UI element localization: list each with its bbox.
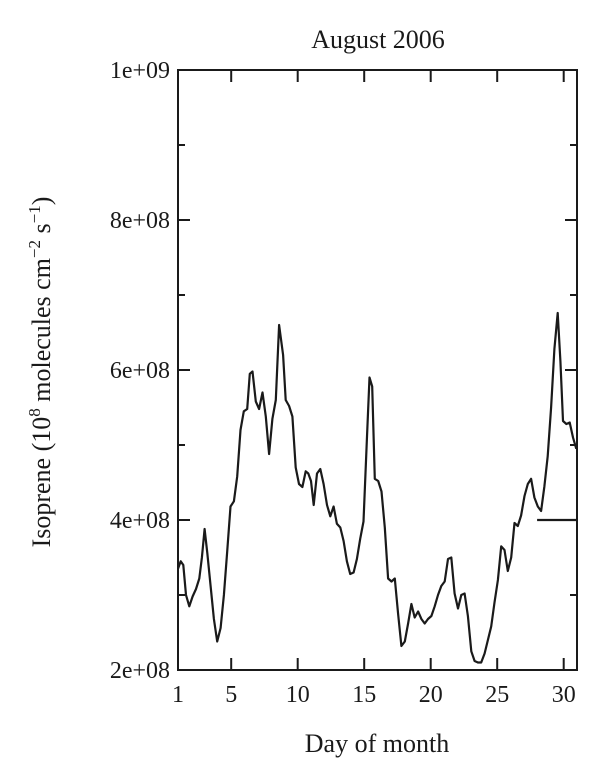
x-tick-label: 15	[352, 682, 376, 708]
svg-text:Isoprene (108 molecules cm−2 s: Isoprene (108 molecules cm−2 s−1)	[25, 197, 56, 548]
x-tick-label: 25	[485, 682, 509, 708]
y-axis-label-suffix: )	[27, 197, 56, 206]
x-axis-label: Day of month	[305, 729, 449, 758]
x-tick-label: 10	[286, 682, 310, 708]
series-line-0	[176, 311, 578, 664]
x-tick-label: 20	[419, 682, 443, 708]
y-tick-label: 8e+08	[110, 208, 170, 234]
y-tick-label: 1e+09	[110, 58, 170, 84]
chart-title: August 2006	[311, 25, 445, 54]
x-tick-label: 30	[552, 682, 576, 708]
y-axis-label-exp-s: −1	[25, 205, 44, 223]
y-tick-label: 6e+08	[110, 358, 170, 384]
plot-frame	[177, 69, 578, 671]
x-tick-label: 1	[172, 682, 184, 708]
y-axis-label-prefix: Isoprene (10	[27, 417, 56, 548]
y-axis-label-exp-8: 8	[25, 408, 44, 417]
y-tick-label: 2e+08	[110, 658, 170, 684]
series-layer	[176, 311, 578, 664]
y-tick-label: 4e+08	[110, 508, 170, 534]
y-axis-label-s: s	[27, 223, 56, 240]
y-axis-label: Isoprene (108 molecules cm−2 s−1)	[25, 197, 56, 548]
axis-ticks	[177, 69, 577, 671]
x-tick-label: 5	[225, 682, 237, 708]
y-axis-label-molecules-cm: molecules cm	[27, 258, 56, 408]
y-axis-label-exp-cm: −2	[25, 240, 44, 258]
